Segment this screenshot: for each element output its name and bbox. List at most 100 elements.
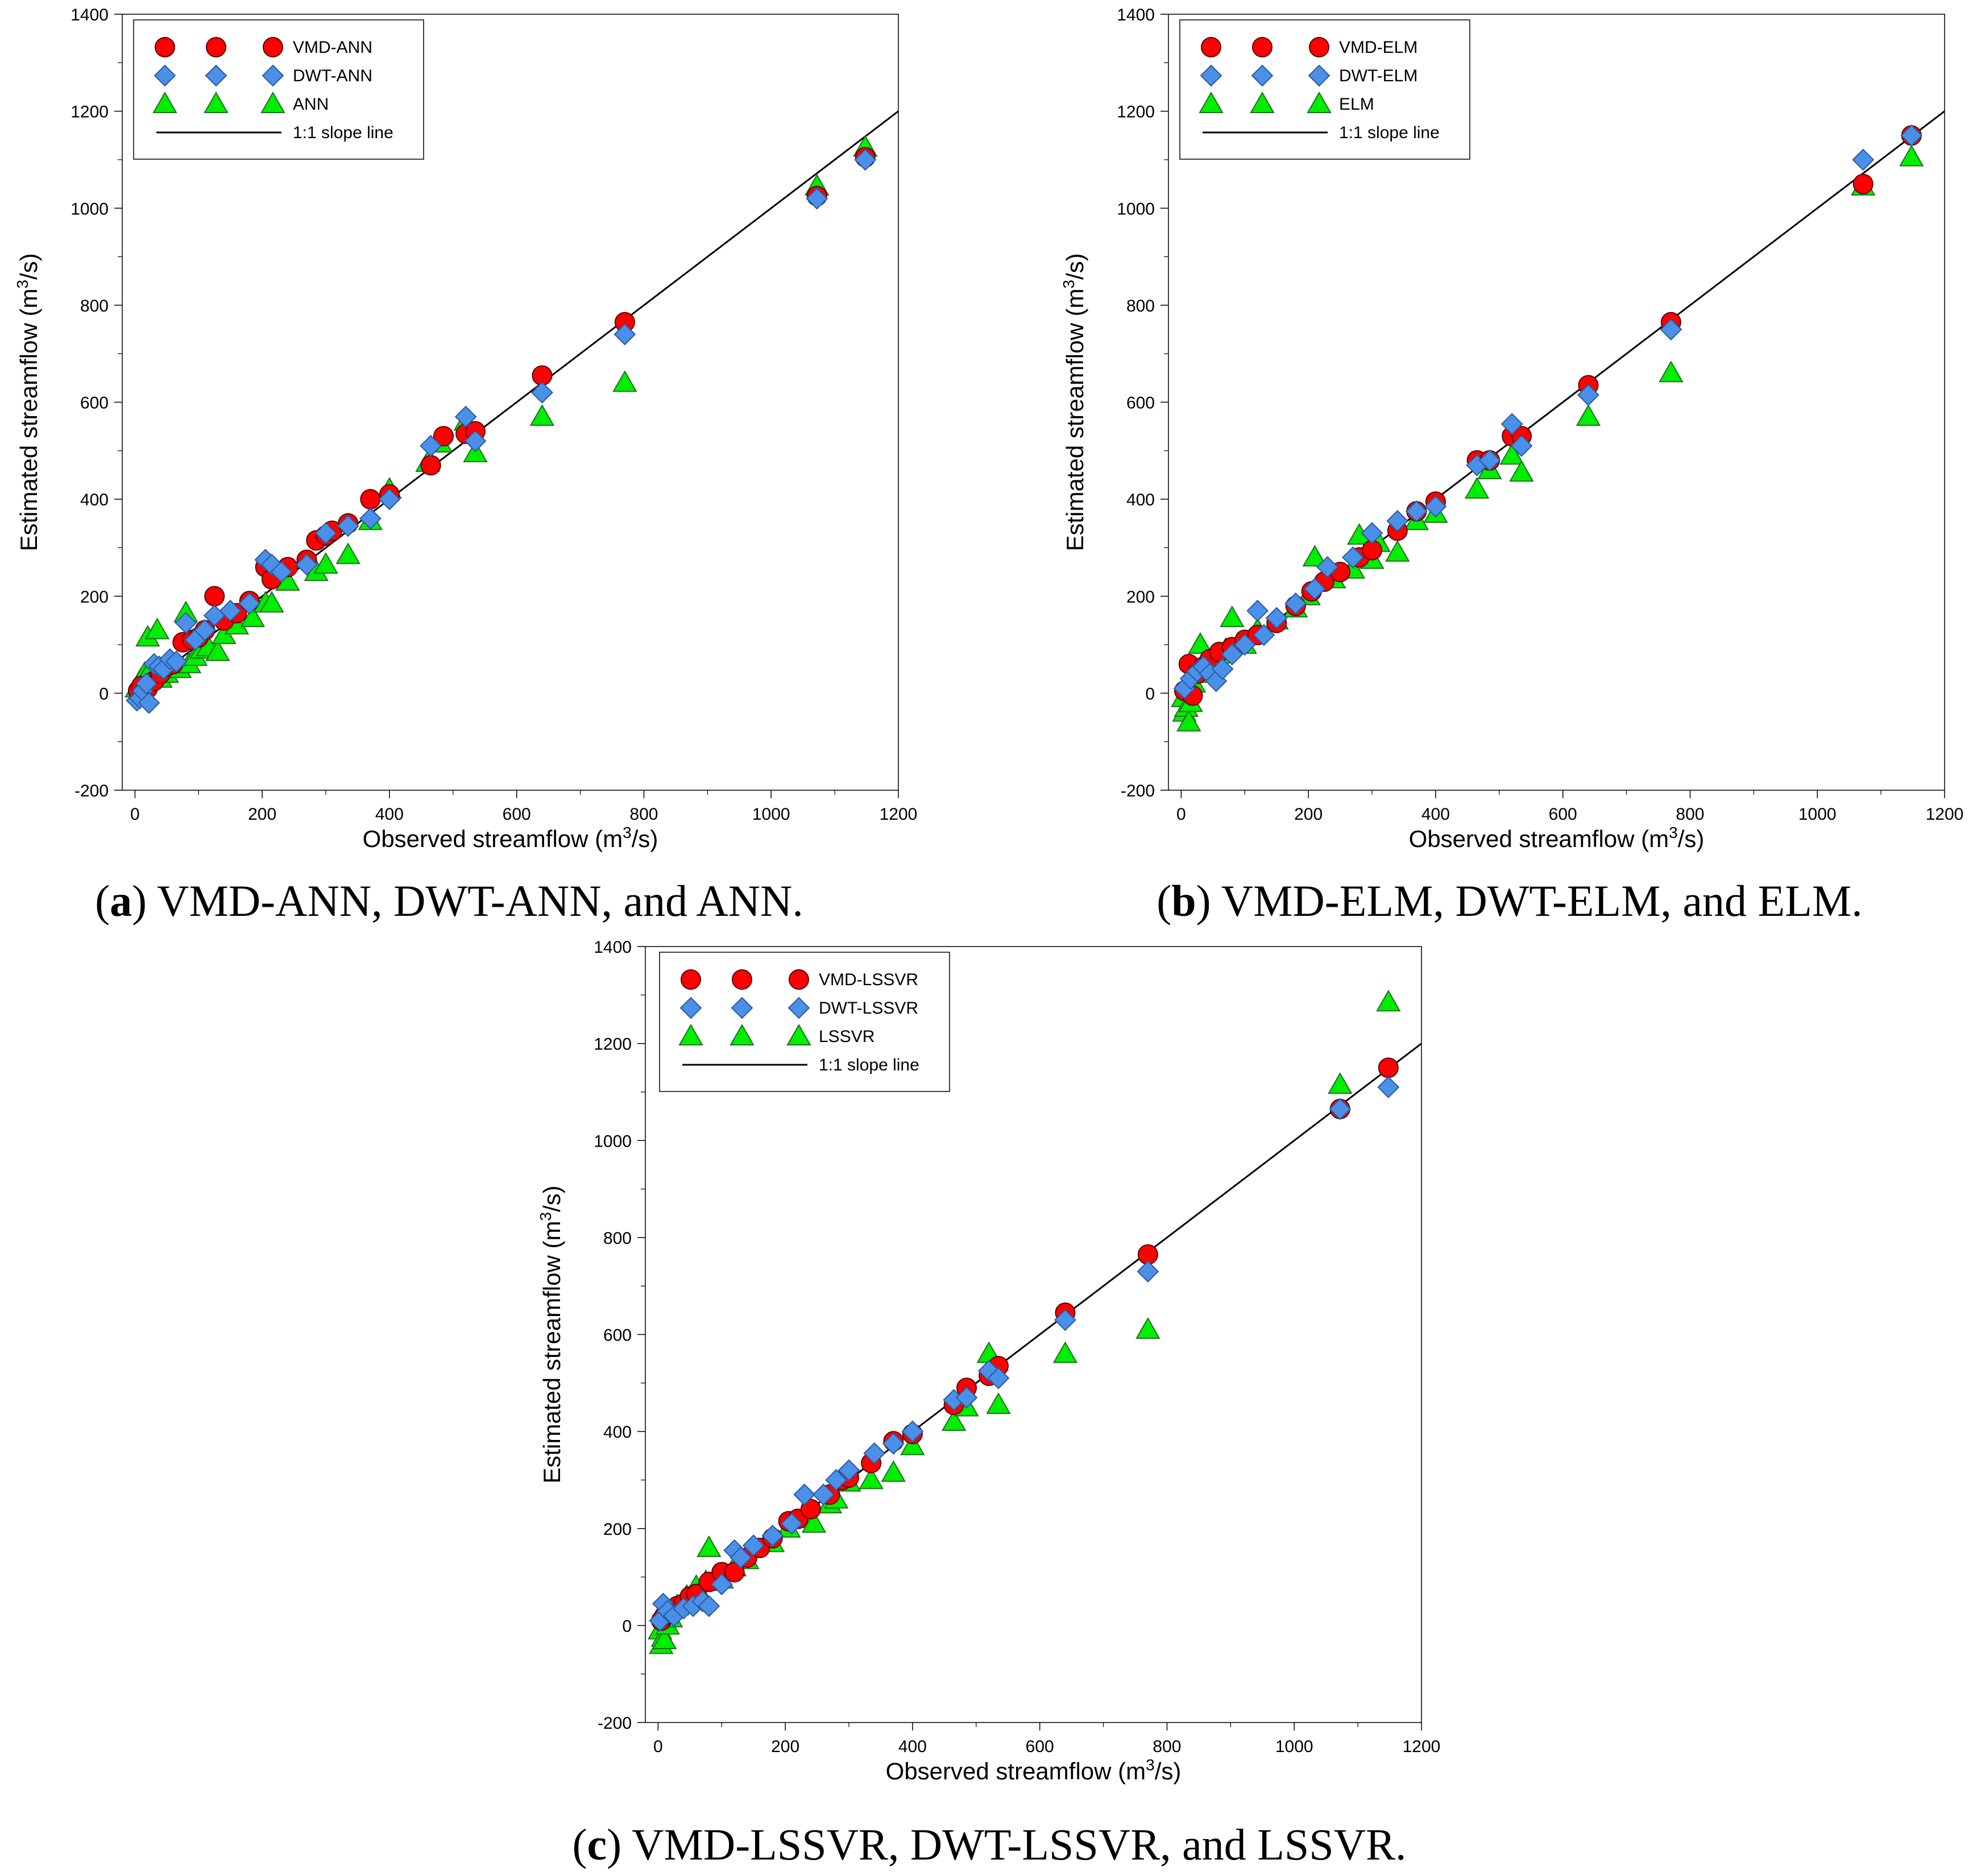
legend-marker bbox=[732, 969, 752, 990]
legend-marker bbox=[152, 91, 177, 113]
data-point bbox=[433, 426, 454, 447]
data-point bbox=[175, 612, 197, 634]
y-tick-label: -200 bbox=[1121, 782, 1155, 800]
legend-marker bbox=[731, 997, 753, 1019]
data-point bbox=[1220, 605, 1245, 628]
legend-marker bbox=[262, 64, 284, 87]
legend-marker bbox=[1199, 91, 1224, 113]
data-point bbox=[812, 1483, 835, 1506]
data-point bbox=[1284, 592, 1307, 615]
x-axis-title-sup: 3 bbox=[1669, 824, 1678, 841]
legend-marker bbox=[1201, 37, 1221, 57]
x-tick-label: 200 bbox=[248, 805, 276, 824]
x-tick-label: 200 bbox=[1294, 805, 1323, 824]
x-tick-label: 1000 bbox=[1275, 1737, 1313, 1756]
legend-marker bbox=[1250, 91, 1275, 113]
data-point bbox=[800, 1499, 821, 1520]
x-tick-label: 1000 bbox=[1798, 805, 1837, 824]
data-point bbox=[780, 1512, 803, 1535]
x-axis-title: Observed streamflow (m3/s) bbox=[363, 824, 658, 852]
y-axis-title-sup: 3 bbox=[537, 1212, 554, 1221]
data-point bbox=[1253, 624, 1275, 646]
y-tick-label: 1400 bbox=[1117, 6, 1155, 24]
data-point bbox=[614, 323, 636, 346]
y-tick-label: 600 bbox=[80, 394, 109, 413]
data-point bbox=[135, 672, 157, 695]
legend-label: ELM bbox=[1339, 95, 1374, 114]
data-point bbox=[854, 148, 877, 171]
x-tick-label: 400 bbox=[898, 1737, 927, 1756]
data-point bbox=[1424, 495, 1447, 518]
data-point bbox=[165, 650, 188, 673]
y-tick-label: 400 bbox=[80, 491, 109, 509]
data-point bbox=[1135, 1317, 1160, 1339]
x-axis-title-unit: /s) bbox=[1155, 1758, 1182, 1784]
x-tick-label: 1200 bbox=[880, 805, 918, 824]
legend-marker bbox=[679, 997, 702, 1019]
legend-marker bbox=[1252, 37, 1272, 57]
chart-panel-c: 0 200 400 600 800 1000 1200 -200 0 200 400 600 800 10… bbox=[523, 932, 1456, 1876]
data-point bbox=[1211, 658, 1234, 680]
x-axis-title-unit: /s) bbox=[1678, 825, 1705, 852]
data-point bbox=[761, 1525, 784, 1547]
y-tick-label: 800 bbox=[1126, 297, 1155, 316]
y-axis-title-sup: 3 bbox=[14, 280, 31, 289]
x-tick-label: 0 bbox=[130, 805, 140, 824]
caption-a: (a) VMD-ANN, DWT-ANN, and ANN. bbox=[95, 876, 803, 925]
data-point bbox=[314, 522, 337, 545]
data-point bbox=[1221, 643, 1244, 666]
data-point bbox=[838, 1459, 860, 1481]
data-point bbox=[270, 561, 293, 583]
y-tick-label: 800 bbox=[603, 1229, 632, 1248]
legend-marker bbox=[789, 969, 809, 990]
y-tick-label: 400 bbox=[1126, 491, 1155, 509]
x-tick-label: 600 bbox=[503, 805, 531, 824]
data-point bbox=[337, 514, 359, 537]
y-axis-title: Estimated streamflow (m3/s) bbox=[537, 1185, 565, 1483]
x-axis-title-sup: 3 bbox=[1146, 1756, 1155, 1774]
data-point bbox=[986, 1392, 1011, 1414]
x-tick-label: 400 bbox=[1421, 805, 1450, 824]
data-point bbox=[144, 617, 170, 640]
series-dwt-lssvr bbox=[649, 1076, 1400, 1632]
y-axis-title: Estimated streamflow (m3/s) bbox=[14, 253, 42, 551]
data-point bbox=[378, 488, 401, 510]
series-dwt-elm bbox=[1173, 124, 1923, 700]
y-tick-label: 0 bbox=[622, 1617, 632, 1636]
data-point bbox=[881, 1460, 906, 1482]
data-point bbox=[529, 404, 555, 426]
data-point bbox=[1265, 607, 1288, 629]
data-point bbox=[1852, 148, 1875, 171]
y-tick-label: 600 bbox=[1126, 394, 1155, 413]
data-point bbox=[1509, 460, 1534, 482]
data-point bbox=[335, 542, 360, 565]
data-point bbox=[863, 1442, 886, 1464]
x-tick-label: 1200 bbox=[1403, 1737, 1441, 1756]
data-point bbox=[240, 605, 266, 628]
y-axis-title-main: Estimated streamflow (m bbox=[1062, 289, 1088, 551]
data-point bbox=[901, 1420, 924, 1443]
caption-b: (b) VMD-ELM, DWT-ELM, and ELM. bbox=[1157, 876, 1863, 925]
scatter-chart-b: 0 200 400 600 800 1000 1200 -200 0 200 400 600 800 10… bbox=[1060, 6, 1963, 852]
y-tick-label: 1000 bbox=[594, 1132, 632, 1151]
y-tick-label: 1400 bbox=[71, 6, 109, 24]
data-point bbox=[710, 1573, 733, 1596]
data-point bbox=[825, 1469, 848, 1491]
data-point bbox=[612, 370, 637, 392]
legend-marker bbox=[206, 37, 226, 57]
legend-marker bbox=[1307, 91, 1332, 113]
data-point bbox=[454, 405, 477, 428]
legend-label: 1:1 slope line bbox=[293, 123, 393, 142]
scatter-chart-c: 0 200 400 600 800 1000 1200 -200 0 200 400 600 800 10… bbox=[537, 938, 1441, 1784]
legend-label: VMD-LSSVR bbox=[819, 970, 918, 989]
data-point bbox=[1499, 443, 1524, 465]
data-point bbox=[420, 455, 441, 476]
data-point bbox=[238, 592, 261, 615]
data-point bbox=[724, 1562, 745, 1583]
y-tick-label: 1200 bbox=[1117, 103, 1155, 122]
legend-label: DWT-ELM bbox=[1339, 67, 1417, 85]
data-point bbox=[1659, 360, 1684, 383]
x-tick-label: 600 bbox=[1026, 1737, 1054, 1756]
y-tick-label: -200 bbox=[74, 782, 109, 800]
data-point bbox=[1376, 990, 1401, 1012]
